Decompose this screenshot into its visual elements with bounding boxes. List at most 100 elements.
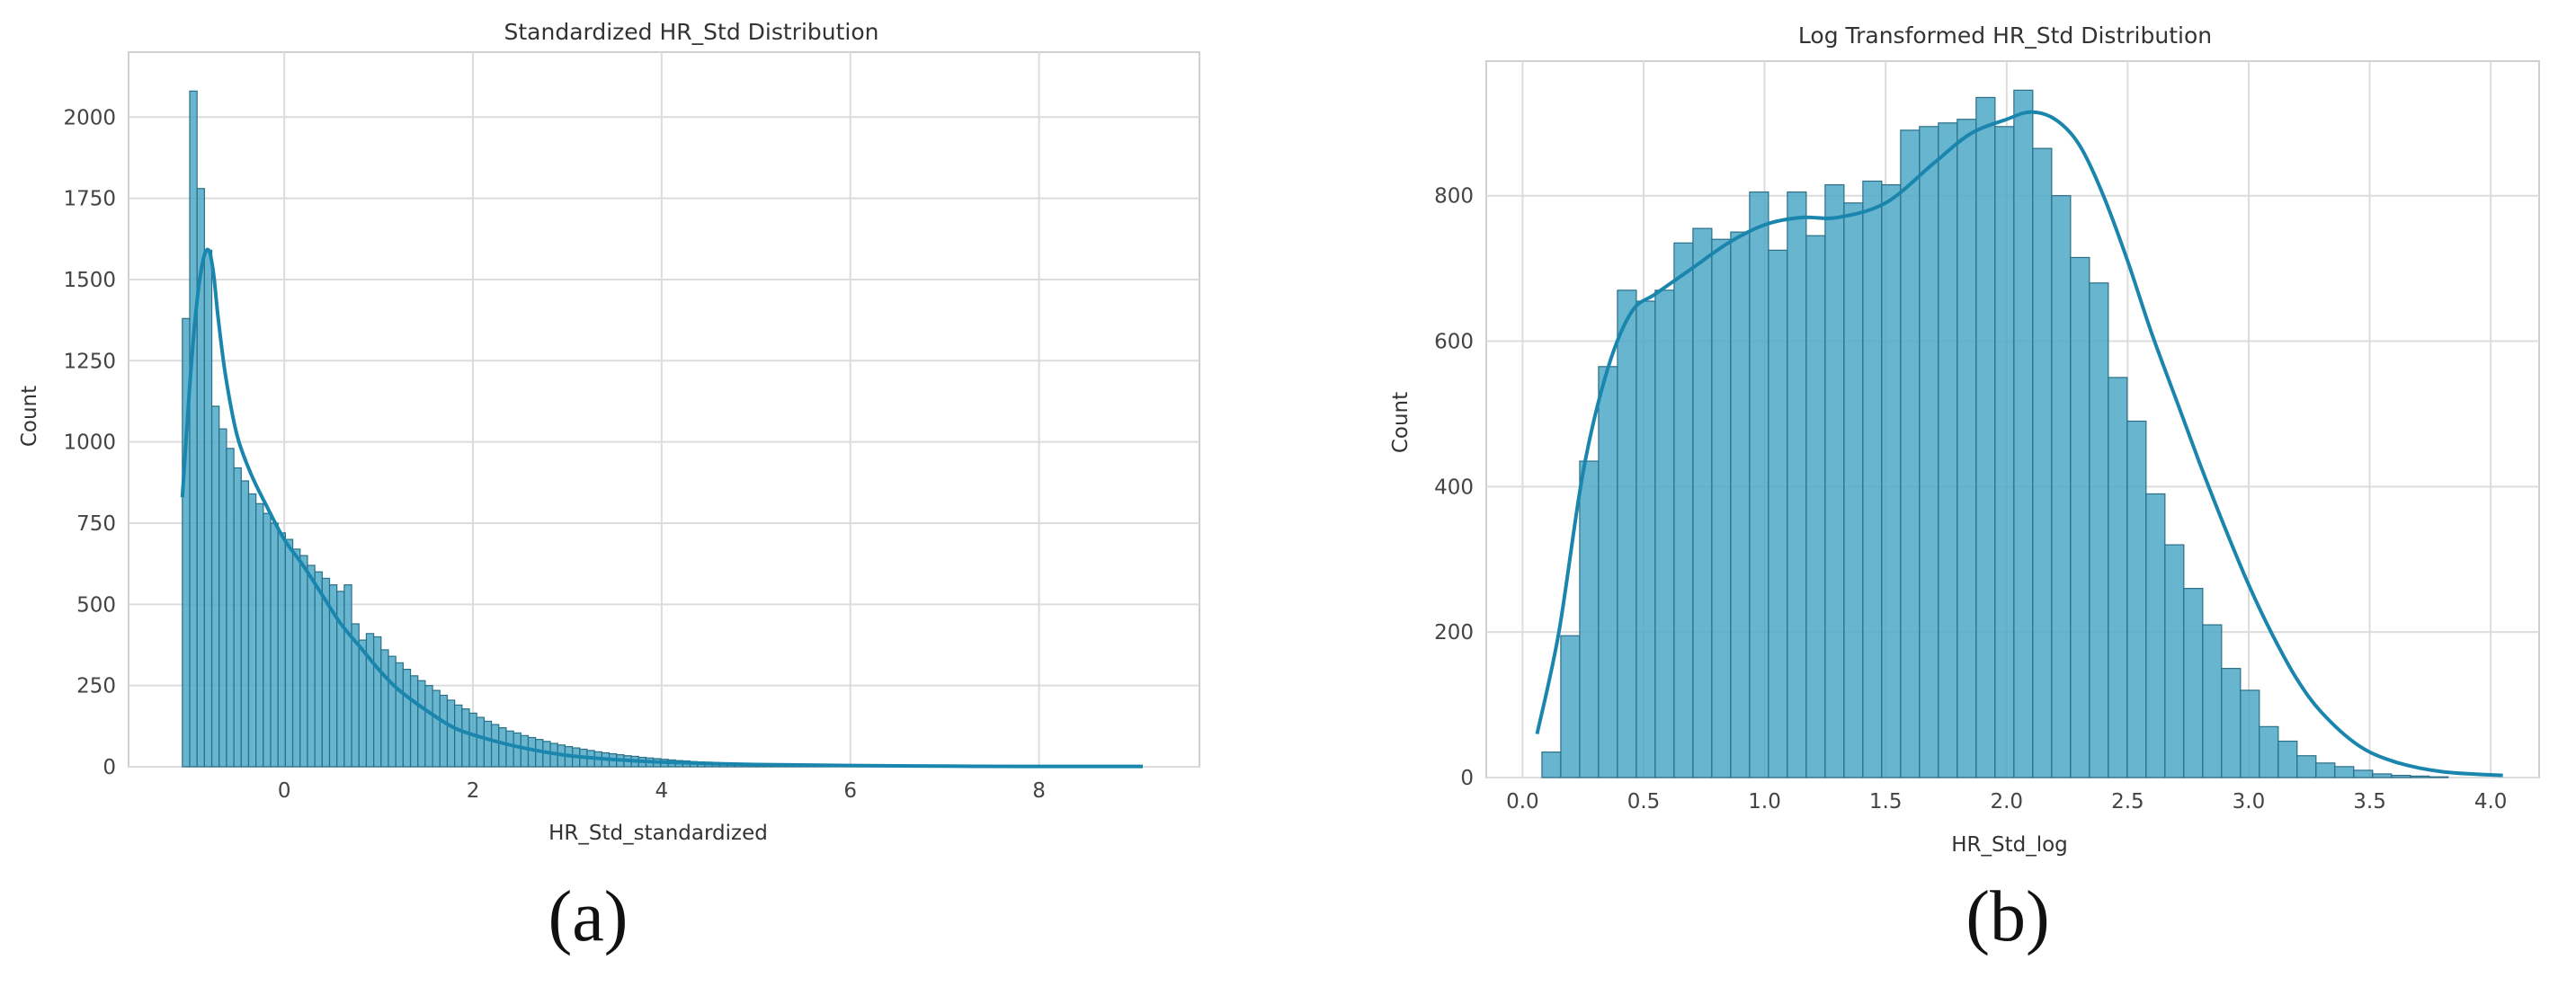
histogram-bar [2070,256,2090,778]
chart-title-b: Log Transformed HR_Std Distribution [1798,22,2212,49]
y-tick-label: 1250 [63,350,116,373]
histogram-bar [1881,183,1902,778]
histogram-bar [226,448,235,768]
x-tick-label: 2.5 [2111,790,2144,814]
histogram-bar [1900,129,1921,778]
histogram-bar [2089,282,2109,778]
histogram-bar [1579,460,1600,778]
chart-a: 0 2 4 6 8 0 250 500 750 1000 1250 1500 1750 2000 Stan… [18,19,1200,845]
histogram-bar [1636,300,1656,778]
histogram-bar [395,662,404,768]
y-axis-label-a: Count [18,386,41,447]
histogram-bar [505,730,514,768]
histogram-bar [1598,366,1618,778]
y-tick-label: 500 [76,593,116,617]
histogram-bar [263,512,272,768]
histogram-bar [2108,377,2128,778]
histogram-bar [1824,183,1845,778]
x-tick-label: 6 [843,779,857,803]
histogram-bar [2183,588,2204,778]
histogram-bar [255,502,264,768]
histogram-bar [314,571,323,768]
histogram-bar [1560,635,1581,778]
x-tick-label: 0.0 [1506,790,1539,814]
histogram-bar [446,699,456,768]
x-tick-label: 3.5 [2353,790,2386,814]
histogram-bar [2410,775,2430,778]
tick-labels-a: 0 2 4 6 8 0 250 500 750 1000 1250 1500 1750 2000 [63,106,1045,803]
histogram-bar [476,716,485,768]
histogram-bar [373,636,382,768]
y-tick-label: 250 [76,675,116,698]
x-tick-label: 4.0 [2474,790,2508,814]
histogram-bar [1994,126,2015,778]
y-axis-label-b: Count [1389,392,1413,453]
histogram-bar [483,720,493,768]
histogram-bar [498,727,507,768]
histogram-bar [1938,122,1958,778]
histogram-bar [1730,231,1751,778]
histogram-bar [247,493,257,768]
y-tick-label: 800 [1434,185,1474,209]
histogram-bar [2429,776,2449,778]
histogram-bar [2145,493,2166,778]
histogram-bar [2334,766,2355,778]
kde-line-a [180,247,1144,769]
histogram-bar [1957,119,1977,778]
histogram-bar [1617,289,1637,778]
histogram-bar [388,655,397,768]
histogram-bar [2296,755,2317,778]
y-tick-label: 200 [1434,621,1474,645]
histogram-bar [1862,180,1883,778]
y-tick-label: 1750 [63,188,116,211]
histogram-bar [1787,191,1807,778]
histogram-bar [2372,773,2393,778]
histogram-bar [2032,147,2053,778]
x-tick-label: 8 [1032,779,1046,803]
histogram-bar [2315,762,2336,778]
histogram-bar [402,668,412,768]
histogram-bar [2259,725,2279,778]
x-tick-label: 4 [655,779,669,803]
histogram-bar [2277,740,2298,778]
y-tick-label: 0 [103,756,116,779]
x-tick-label: 1.5 [1869,790,1903,814]
histogram-bar [461,708,470,768]
x-axis-label-b: HR_Std_log [1951,833,2068,857]
x-tick-label: 1.0 [1748,790,1781,814]
histogram-bar [299,555,308,768]
histogram-bar [343,584,352,768]
histogram-bar [2240,689,2260,778]
x-tick-label: 0.5 [1627,790,1661,814]
histogram-bar [432,689,441,768]
histogram-bar [203,249,213,768]
histogram-bar [1654,289,1675,778]
histogram-bar [2391,774,2411,778]
y-tick-label: 750 [76,512,116,536]
histogram-bar [1768,249,1788,778]
y-tick-label: 400 [1434,476,1474,499]
histogram-bar [454,704,463,768]
histogram-bar [1805,235,1826,778]
y-tick-label: 0 [1460,767,1474,790]
histogram-bar [291,548,301,768]
histogram-bar [1975,96,1996,778]
x-tick-label: 3.0 [2233,790,2266,814]
histogram-bar [2126,420,2147,778]
histogram-bar [1692,227,1713,778]
x-tick-label: 0 [278,779,291,803]
histogram-bar [358,639,368,768]
histogram-bar [2221,668,2242,778]
histogram-bar [527,736,537,768]
histogram-bar [1843,202,1864,778]
histogram-bar [2202,624,2223,778]
tick-labels-b: 0.0 0.5 1.0 1.5 2.0 2.5 3.0 3.5 4.0 0 200 400 600 800 [1434,185,2507,814]
histogram-bar [380,649,389,768]
y-tick-label: 1500 [63,269,116,292]
histogram-bar [417,680,426,768]
histogram-bar [468,712,477,768]
histogram-bar [513,732,521,768]
panel-caption-b: (b) [1965,877,2050,956]
histogram-bar [270,522,279,768]
